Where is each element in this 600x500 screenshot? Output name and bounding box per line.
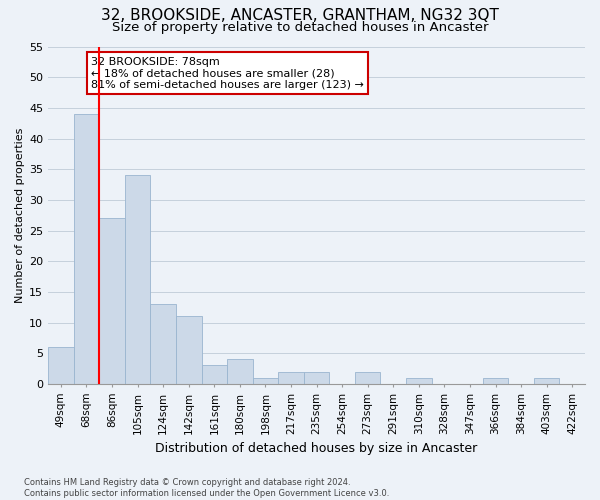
Text: Contains HM Land Registry data © Crown copyright and database right 2024.
Contai: Contains HM Land Registry data © Crown c…	[24, 478, 389, 498]
Y-axis label: Number of detached properties: Number of detached properties	[15, 128, 25, 303]
Bar	[406, 378, 431, 384]
Bar	[483, 378, 508, 384]
Bar	[534, 378, 559, 384]
Text: 32 BROOKSIDE: 78sqm
← 18% of detached houses are smaller (28)
81% of semi-detach: 32 BROOKSIDE: 78sqm ← 18% of detached ho…	[91, 56, 364, 90]
Bar	[151, 304, 176, 384]
Bar	[99, 218, 125, 384]
Text: Size of property relative to detached houses in Ancaster: Size of property relative to detached ho…	[112, 21, 488, 34]
Bar	[355, 372, 380, 384]
Bar	[278, 372, 304, 384]
Bar	[125, 176, 151, 384]
Bar	[74, 114, 99, 384]
Text: 32, BROOKSIDE, ANCASTER, GRANTHAM, NG32 3QT: 32, BROOKSIDE, ANCASTER, GRANTHAM, NG32 …	[101, 8, 499, 22]
Bar	[202, 366, 227, 384]
Bar	[253, 378, 278, 384]
Bar	[227, 360, 253, 384]
X-axis label: Distribution of detached houses by size in Ancaster: Distribution of detached houses by size …	[155, 442, 478, 455]
Bar	[48, 347, 74, 384]
Bar	[304, 372, 329, 384]
Bar	[176, 316, 202, 384]
